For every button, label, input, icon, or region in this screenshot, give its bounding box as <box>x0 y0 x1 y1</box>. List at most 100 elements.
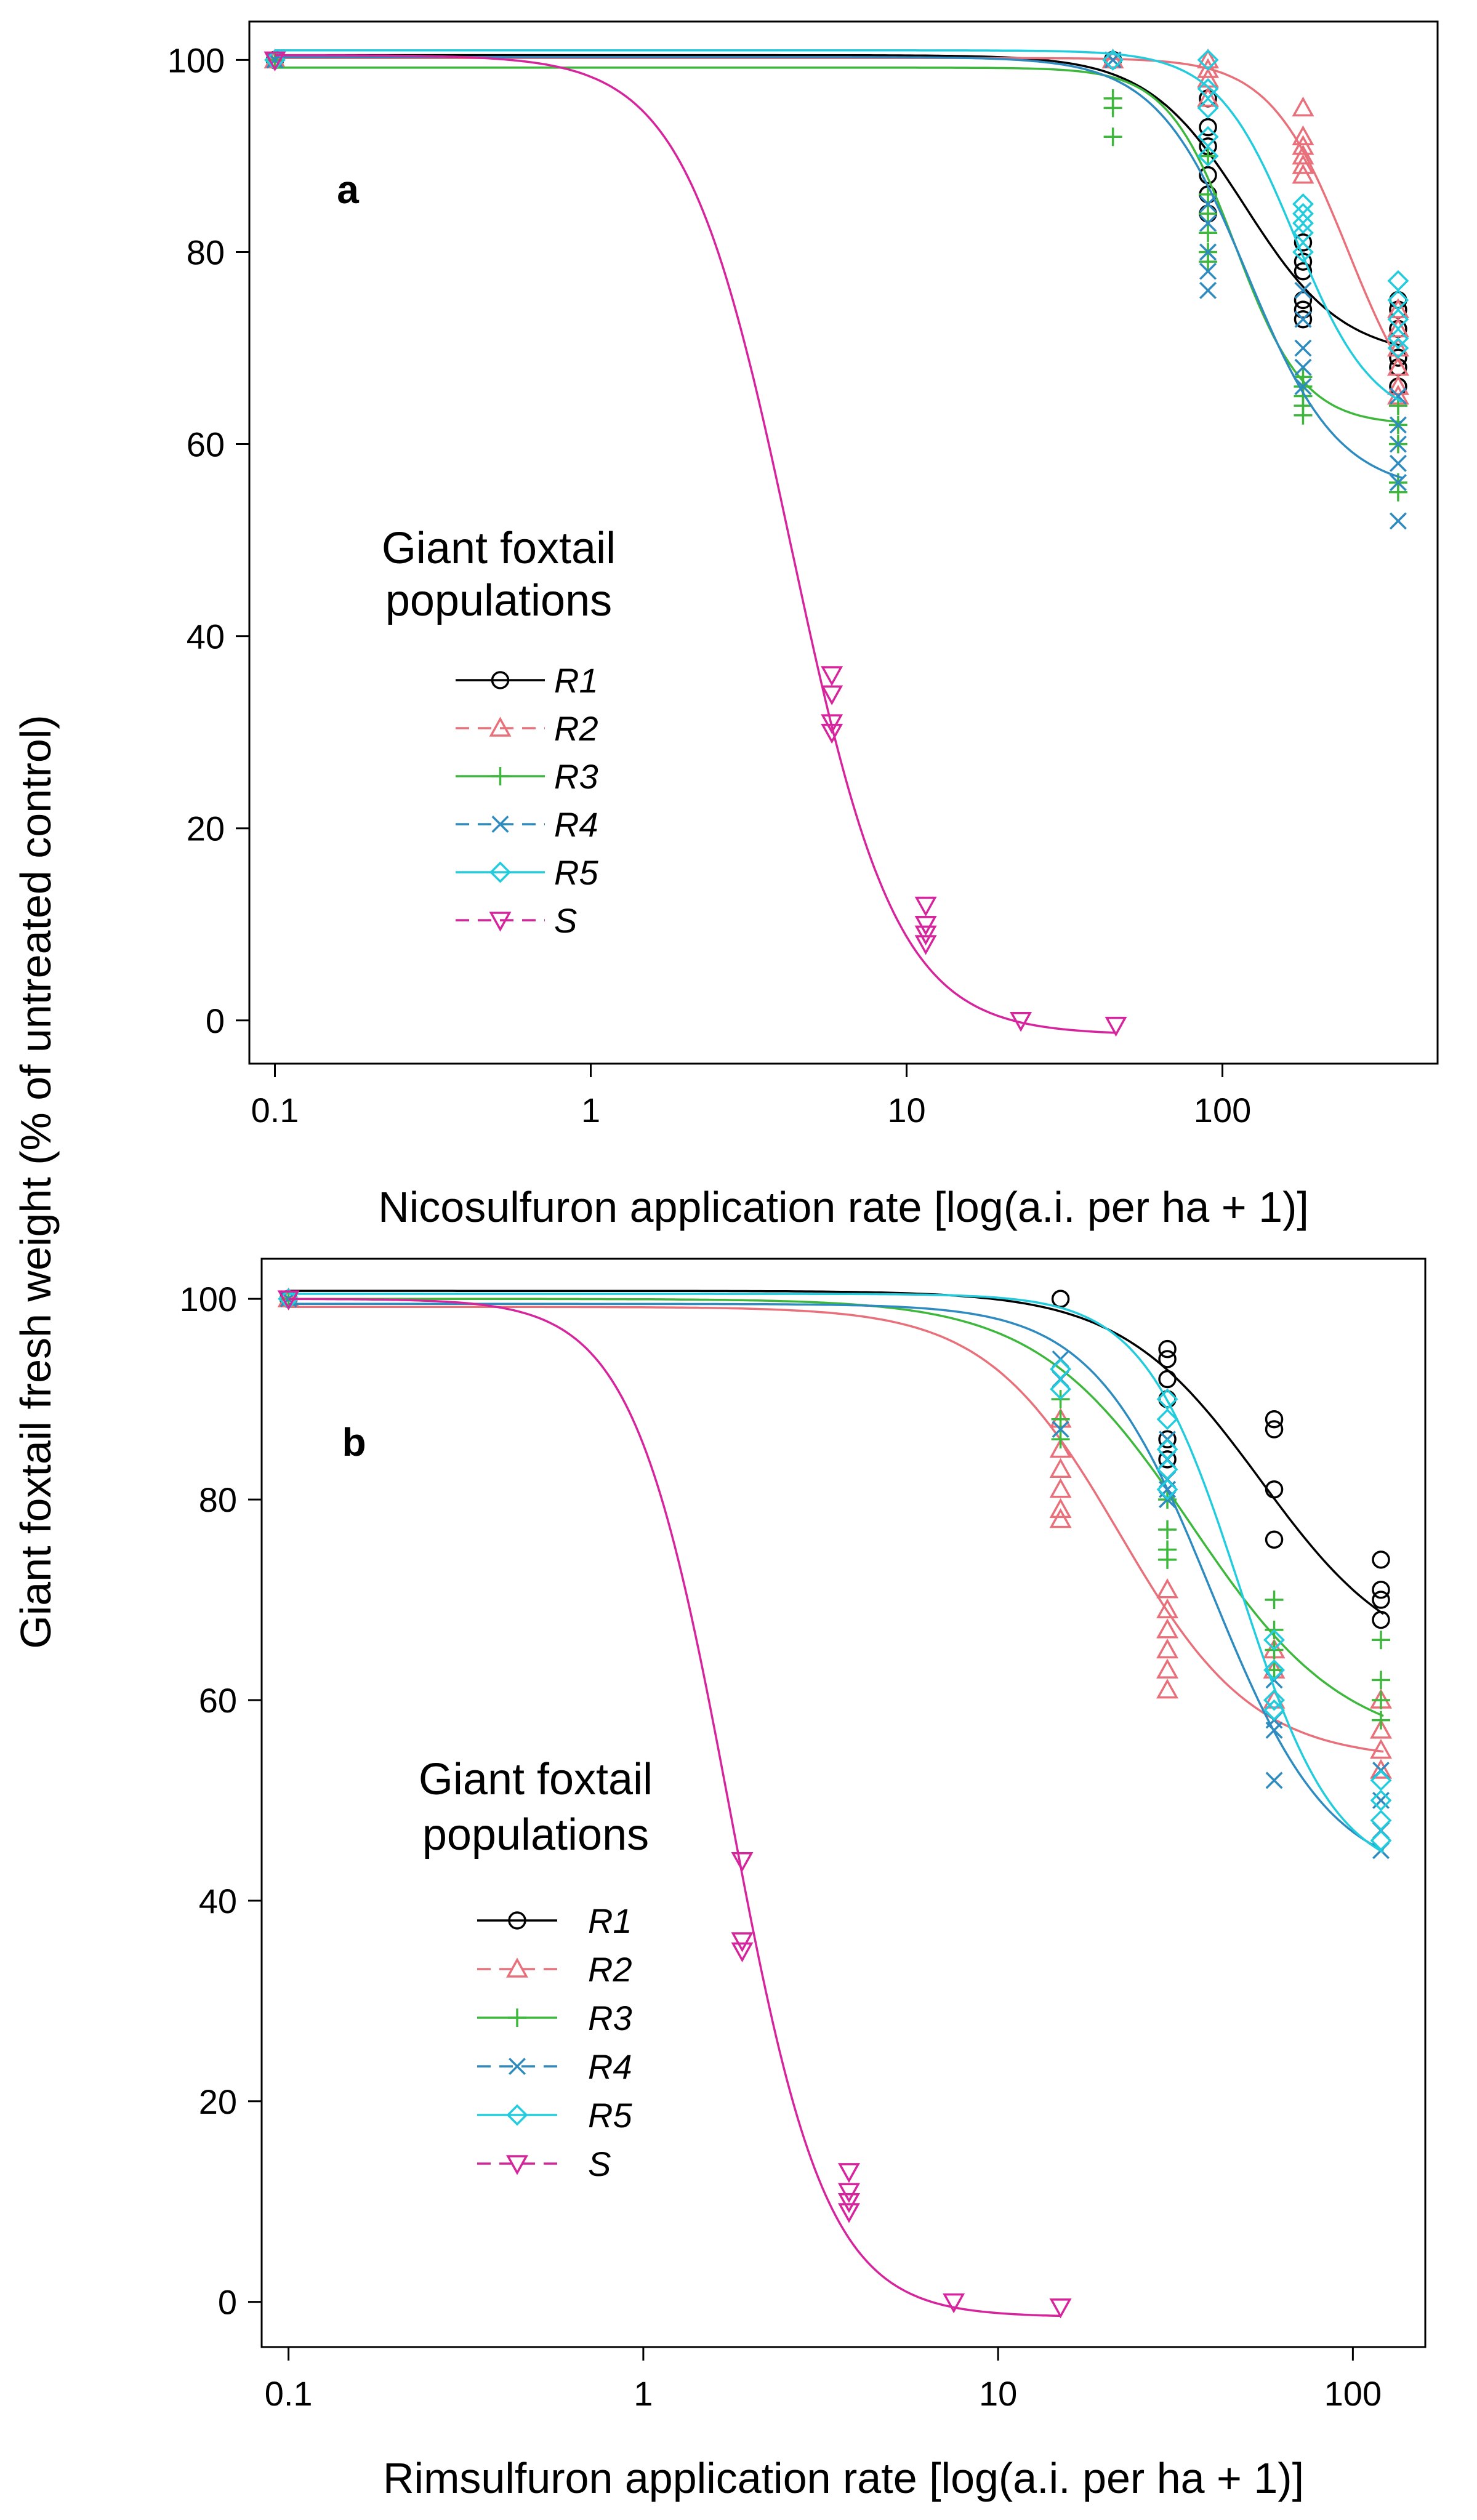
point-r2 <box>1386 336 1409 357</box>
point-r2 <box>1386 298 1409 318</box>
point-r2 <box>1370 1738 1392 1759</box>
point-r3 <box>1158 1520 1177 1539</box>
y-tick-label: 60 <box>187 425 225 464</box>
legend-label: R2 <box>554 709 598 748</box>
point-r1 <box>1158 1430 1177 1449</box>
point-s <box>821 666 843 686</box>
point-r5 <box>1263 1699 1286 1721</box>
point-r3 <box>1103 127 1122 146</box>
point-r1 <box>1372 1551 1390 1569</box>
point-r3 <box>1051 1430 1070 1449</box>
point-r4 <box>1052 1421 1069 1438</box>
x-tick-label: 100 <box>1324 2374 1382 2413</box>
curve-r2 <box>275 57 1403 367</box>
point-r2 <box>1386 375 1409 395</box>
point-r4 <box>1199 214 1217 232</box>
point-s <box>838 2203 860 2223</box>
point-s <box>838 2193 860 2213</box>
point-r4 <box>1265 1772 1283 1789</box>
point-r2 <box>1049 1508 1072 1528</box>
point-r5 <box>1263 1629 1286 1651</box>
point-r2 <box>1156 1618 1179 1639</box>
x-tick-label: 10 <box>979 2374 1017 2413</box>
point-r5 <box>1263 1689 1286 1711</box>
x-axis-title: Nicosulfuron application rate [log(a.i. … <box>378 1183 1309 1231</box>
legend-label: R3 <box>588 1999 632 2037</box>
series-r1 <box>279 1290 1390 1629</box>
point-r1 <box>1199 118 1217 137</box>
point-r1 <box>1294 300 1313 319</box>
point-r2 <box>1197 58 1220 78</box>
point-r4 <box>1372 1791 1390 1809</box>
point-s <box>277 1290 300 1310</box>
point-r2 <box>1049 1478 1072 1498</box>
point-r5 <box>1156 1439 1178 1461</box>
point-r2 <box>1049 1438 1072 1458</box>
legend-marker <box>506 2155 528 2175</box>
point-r5 <box>1156 1479 1178 1501</box>
point-r2 <box>1156 1638 1179 1659</box>
x-tick-label: 10 <box>887 1091 925 1130</box>
point-r1 <box>1372 1580 1390 1599</box>
y-tick-label: 100 <box>180 1280 237 1318</box>
x-tick-label: 100 <box>1194 1091 1251 1130</box>
point-r1 <box>1294 310 1313 329</box>
point-s <box>914 935 937 955</box>
point-r3 <box>1051 1410 1070 1429</box>
y-tick-label: 40 <box>187 617 225 656</box>
point-r3 <box>1372 1690 1390 1709</box>
point-r2 <box>1156 1598 1179 1619</box>
point-r2 <box>1370 1719 1392 1739</box>
point-r3 <box>1103 98 1122 118</box>
point-s <box>821 685 843 705</box>
point-r2 <box>1292 144 1314 165</box>
point-r5 <box>1197 145 1219 167</box>
point-r2 <box>1156 1658 1179 1679</box>
point-s <box>914 925 937 945</box>
point-r2 <box>1292 96 1314 117</box>
y-tick-label: 80 <box>199 1480 237 1519</box>
point-r5 <box>1370 1810 1392 1831</box>
point-r2 <box>1292 125 1314 145</box>
point-r5 <box>1197 97 1219 119</box>
point-r4 <box>1389 454 1407 472</box>
point-r2 <box>1386 317 1409 338</box>
panel-a: 0 20 40 60 80 100 0.1 1 10 100 Nicosulfuron applic… <box>167 20 1439 1231</box>
point-r5 <box>1387 327 1409 350</box>
y-tick-label: 20 <box>187 809 225 848</box>
legend-marker <box>489 716 512 737</box>
point-s <box>264 51 286 72</box>
point-r1 <box>1294 262 1313 281</box>
point-r2 <box>1049 1498 1072 1519</box>
point-r5 <box>1370 1769 1392 1791</box>
point-r5 <box>1102 49 1124 71</box>
point-r5 <box>1387 270 1409 292</box>
point-r5 <box>1050 1358 1072 1380</box>
point-r4 <box>1389 416 1407 434</box>
point-r1 <box>1051 1290 1070 1308</box>
legend-label: R3 <box>554 757 598 796</box>
curve-r3 <box>275 66 1403 423</box>
y-axis-title: Giant foxtail fresh weight (% of untreat… <box>12 715 60 1648</box>
point-r2 <box>1292 154 1314 174</box>
point-r1 <box>1294 291 1313 310</box>
series-r3 <box>279 1290 1390 1730</box>
legend-label: R4 <box>554 805 598 844</box>
point-r1 <box>1294 233 1313 252</box>
legend-marker <box>509 2058 526 2075</box>
legend-title: populations <box>422 1810 649 1860</box>
point-s <box>731 1852 754 1872</box>
point-s <box>731 1932 754 1952</box>
point-r3 <box>1372 1711 1390 1730</box>
series-s <box>264 51 1127 1037</box>
plot-frame <box>248 20 1439 1065</box>
legend-label: R1 <box>588 1901 632 1940</box>
point-r5 <box>1387 337 1409 359</box>
curve-s <box>288 1298 1061 2317</box>
point-r5 <box>1292 212 1314 235</box>
point-r5 <box>1050 1378 1072 1400</box>
point-r1 <box>1389 348 1407 367</box>
y-tick-label: 0 <box>218 2283 237 2322</box>
legend-label: R5 <box>588 2096 632 2135</box>
